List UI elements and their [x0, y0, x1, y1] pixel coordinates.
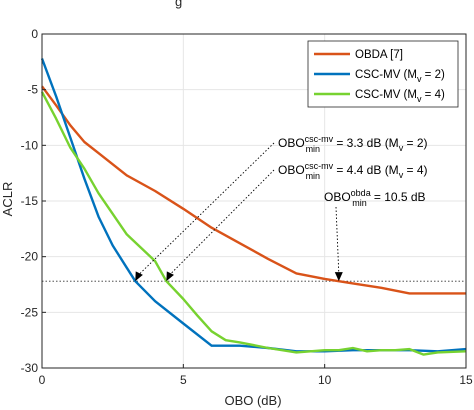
y-tick-label: -30: [21, 361, 39, 375]
x-axis-label: OBO (dB): [224, 393, 281, 408]
series-line-1: [41, 85, 466, 295]
y-tick-label: -25: [21, 305, 39, 319]
annotation-arrowhead: [135, 271, 143, 282]
annotation-2: OBOcsc-mv min = 4.4 dB (Mv = 4): [166, 161, 428, 282]
annotation-leader: [169, 169, 275, 276]
legend-entry-1: OBDA [7]: [314, 49, 403, 61]
tick-labels: 0 5 10 15 0 -5 -10 -15 -20 -25 -30: [21, 27, 473, 387]
annotation-text: OBOcsc-mv min = 4.4 dB (Mv = 4): [278, 161, 428, 181]
annotation-3: OBOobda min = 10.5 dB: [324, 188, 426, 282]
x-tick-label: 5: [180, 373, 187, 387]
annotation-arrowhead: [166, 271, 174, 282]
series-lines: [40, 58, 467, 356]
y-axis-label: ACLR: [0, 182, 15, 217]
legend-entry-3: CSC-MV (Mv = 4): [314, 89, 445, 104]
series-line-3: [40, 91, 467, 356]
annotation-arrowhead: [334, 272, 343, 282]
annotation-text: OBOobda min = 10.5 dB: [324, 188, 426, 208]
x-tick-label: 0: [39, 373, 46, 387]
y-tick-label: -10: [21, 138, 39, 152]
x-tick-label: 10: [318, 373, 332, 387]
axes-frame: [41, 33, 467, 369]
title-fragment: g: [175, 0, 182, 9]
y-tick-label: -5: [27, 83, 38, 97]
y-tick-label: -15: [21, 194, 39, 208]
annotation-text: OBOcsc-mv min = 3.3 dB (Mv = 2): [278, 134, 428, 154]
annotations: OBOcsc-mv min = 3.3 dB (Mv = 2) OBOcsc-mv m…: [135, 134, 428, 282]
y-tick-label: -20: [21, 250, 39, 264]
legend: OBDA [7] CSC-MV (Mv = 2) CSC-MV (Mv = 4): [307, 40, 459, 108]
annotation-leader: [137, 142, 275, 276]
annotation-1: OBOcsc-mv min = 3.3 dB (Mv = 2): [135, 134, 428, 282]
y-tick-label: 0: [31, 27, 38, 41]
annotation-leader: [335, 206, 340, 274]
legend-label: CSC-MV (Mv = 2): [355, 69, 445, 84]
legend-label: CSC-MV (Mv = 4): [355, 89, 445, 104]
legend-label: OBDA [7]: [355, 49, 403, 61]
x-tick-label: 15: [459, 373, 473, 387]
legend-entry-2: CSC-MV (Mv = 2): [314, 69, 445, 84]
